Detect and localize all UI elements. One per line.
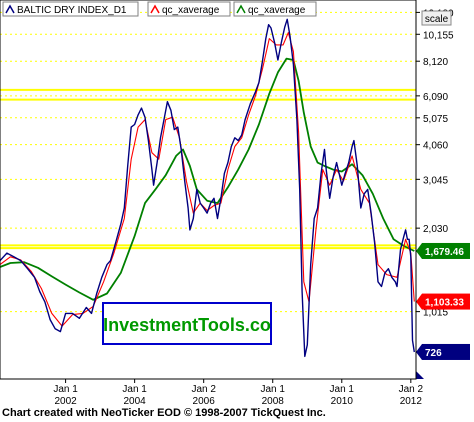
price-label-bg <box>422 293 470 310</box>
legend-swatch <box>5 4 15 14</box>
y-tick-label: 3,045 <box>423 175 448 186</box>
legend-box <box>233 1 317 17</box>
x-tick-label: Jan 1 <box>122 384 147 395</box>
x-tick-label: Jan 1 <box>53 384 78 395</box>
x-tick-label: Jan 2 <box>191 384 216 395</box>
price-label-text: 726 <box>425 348 442 359</box>
y-tick-label: 2,030 <box>423 224 448 235</box>
series-line-2 <box>0 57 415 301</box>
price-label-pointer <box>416 242 422 259</box>
x-tick-year: 2006 <box>193 396 216 405</box>
legend-label: qc_xaverage <box>162 5 220 16</box>
price-chart: 12,18010,1558,1206,0905,0754,0603,0452,0… <box>0 0 470 407</box>
x-tick-year: 2004 <box>124 396 147 405</box>
y-tick-label: 5,075 <box>423 114 448 125</box>
y-tick-label: 10,155 <box>423 30 454 41</box>
y-tick-label: 6,090 <box>423 92 448 103</box>
svg-text:InvestmentTools.co: InvestmentTools.co <box>103 315 271 335</box>
price-label-bg <box>422 242 470 259</box>
x-tick-year: 2008 <box>262 396 285 405</box>
x-tick-year: 2012 <box>400 396 423 405</box>
x-tick-label: Jan 2 <box>399 384 424 395</box>
price-label-bg <box>422 343 470 360</box>
legend-swatch <box>150 4 160 14</box>
x-tick-label: Jan 1 <box>330 384 355 395</box>
legend-label: BALTIC DRY INDEX_D1 <box>17 5 127 16</box>
y-tick-label: 8,120 <box>423 57 448 68</box>
scale-button[interactable]: scale <box>421 10 452 26</box>
chart-footer: Chart created with NeoTicker EOD © 1998-… <box>2 407 326 419</box>
series-line-0 <box>0 18 415 358</box>
legend-label: qc_xaverage <box>248 5 306 16</box>
price-label-pointer <box>416 343 422 360</box>
y-tick-label: 4,060 <box>423 141 448 152</box>
corner-marker <box>416 371 424 379</box>
legend-box <box>147 1 231 17</box>
x-tick-label: Jan 1 <box>260 384 285 395</box>
price-label-pointer <box>416 293 422 310</box>
legend-box <box>2 1 139 17</box>
x-tick-year: 2010 <box>331 396 354 405</box>
y-tick-label: 1,015 <box>423 308 448 319</box>
svg-text:scale: scale <box>425 14 449 25</box>
watermark-box: InvestmentTools.co <box>102 302 272 345</box>
price-label-text: 1,679.46 <box>425 247 464 258</box>
legend-swatch <box>236 4 246 14</box>
price-label-text: 1,103.33 <box>425 298 464 309</box>
x-tick-year: 2002 <box>54 396 77 405</box>
